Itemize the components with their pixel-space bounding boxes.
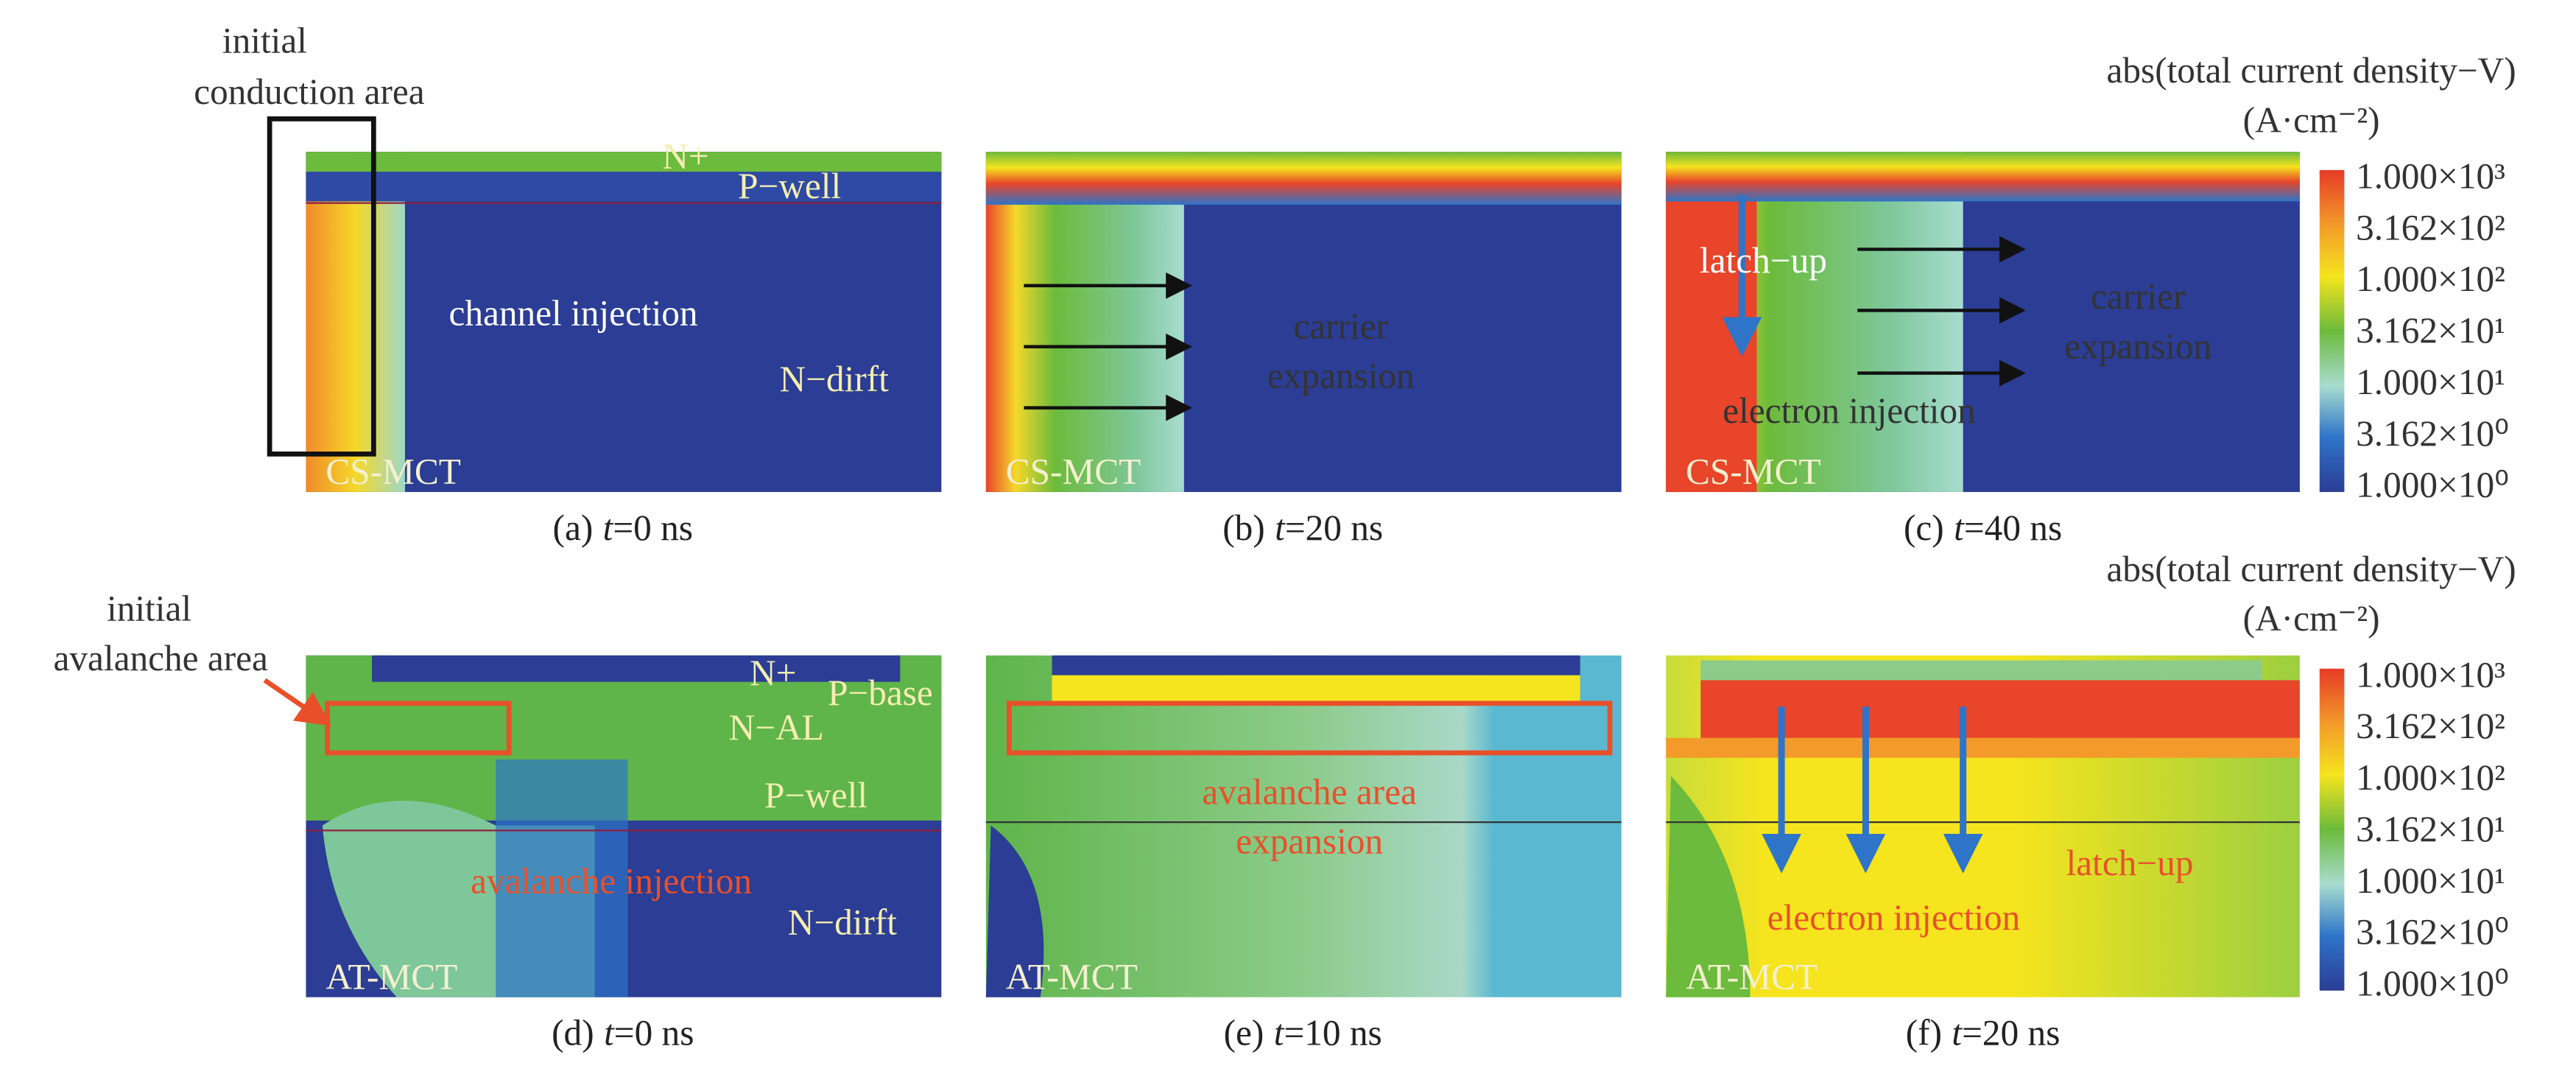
region-label: channel injection <box>448 293 697 334</box>
colorbar-tick-label: 1.000×10³ <box>2356 654 2505 695</box>
colorbar-unit: (A·cm⁻²) <box>2243 99 2380 140</box>
colorbar <box>2319 169 2345 492</box>
colorbar-tick-label: 1.000×10⁰ <box>2356 963 2509 1003</box>
region-label: N+ <box>750 653 796 693</box>
caption: (b) t=20 ns <box>1222 508 1383 548</box>
caption: (f) t=20 ns <box>1906 1013 2061 1053</box>
region-label: latch−up <box>2066 843 2194 883</box>
colorbar-tick-label: 3.162×10² <box>2356 207 2505 248</box>
caption-letter: (b) <box>1222 508 1264 548</box>
device-label: AT-MCT <box>325 957 457 997</box>
region-label: P−well <box>764 775 868 815</box>
region-label: electron injection <box>1767 897 2021 938</box>
region-label: carrier <box>2091 276 2186 317</box>
region-label: avalanche area <box>1202 772 1417 813</box>
caption-rest: =0 ns <box>613 508 693 548</box>
callout: conduction area <box>194 71 425 112</box>
region-label: N+ <box>662 136 708 177</box>
caption-letter: (e) <box>1224 1013 1264 1053</box>
caption-var: t <box>604 1013 615 1053</box>
colorbar-tick-label: 3.162×10² <box>2356 706 2505 746</box>
caption-rest: =20 ns <box>1962 1013 2060 1053</box>
caption-letter: (c) <box>1904 508 1944 548</box>
caption-rest: =20 ns <box>1285 508 1383 548</box>
caption: (e) t=10 ns <box>1224 1013 1382 1053</box>
colorbar-tick-label: 1.000×10² <box>2356 757 2505 798</box>
device-label: AT-MCT <box>1006 957 1138 997</box>
colorbar-tick-label: 1.000×10⁰ <box>2356 465 2509 505</box>
caption: (d) t=0 ns <box>552 1013 694 1053</box>
panel-d-map <box>263 655 942 997</box>
region-label: P−base <box>828 673 933 713</box>
device-label: CS-MCT <box>1006 452 1141 492</box>
colorbar-tick-label: 3.162×10¹ <box>2356 809 2505 849</box>
caption-letter: (a) <box>553 508 594 548</box>
colorbar-title: abs(total current density−V) <box>2106 50 2516 91</box>
region-label: P−well <box>738 166 841 206</box>
region-label: expansion <box>1236 821 1383 862</box>
colorbar-title: abs(total current density−V) <box>2106 549 2516 589</box>
caption-letter: (d) <box>552 1013 594 1053</box>
caption-var: t <box>603 508 614 548</box>
caption-var: t <box>1952 1013 1963 1053</box>
device-label: AT-MCT <box>1686 957 1817 997</box>
caption-var: t <box>1275 508 1286 548</box>
region-label: N−dirft <box>780 359 890 399</box>
colorbar-tick-label: 3.162×10⁰ <box>2356 413 2509 454</box>
caption: (c) t=40 ns <box>1904 508 2062 548</box>
panel-c-map <box>1666 152 2300 492</box>
colorbar-tick-label: 1.000×10² <box>2356 259 2505 299</box>
region-label: expansion <box>2064 326 2211 366</box>
colorbar <box>2319 668 2345 991</box>
panel-e-map <box>985 655 1622 997</box>
region-label: N−dirft <box>788 902 898 943</box>
caption-rest: =40 ns <box>1964 508 2062 548</box>
caption-var: t <box>1274 1013 1285 1053</box>
colorbar-tick-label: 3.162×10¹ <box>2356 310 2505 351</box>
caption-rest: =0 ns <box>614 1013 694 1053</box>
region-label: electron injection <box>1722 390 1976 431</box>
panel-b-map <box>985 152 1622 492</box>
callout: avalanche area <box>53 638 268 678</box>
region-label: carrier <box>1293 306 1388 346</box>
device-label: CS-MCT <box>325 452 461 492</box>
device-label: CS-MCT <box>1686 452 1821 492</box>
colorbar-tick-label: 1.000×10³ <box>2356 156 2505 197</box>
colorbar-tick-label: 1.000×10¹ <box>2356 860 2505 901</box>
colorbar-tick-label: 3.162×10⁰ <box>2356 912 2509 952</box>
caption: (a) t=0 ns <box>553 508 693 548</box>
region-label: N−AL <box>729 707 824 748</box>
callout: initial <box>222 21 307 61</box>
panel-a-map <box>267 116 942 492</box>
panel-f-map <box>1666 655 2300 997</box>
caption-var: t <box>1954 508 1965 548</box>
colorbar-tick-label: 1.000×10¹ <box>2356 362 2505 402</box>
colorbar-unit: (A·cm⁻²) <box>2243 598 2380 639</box>
region-label: latch−up <box>1700 240 1827 281</box>
callout: initial <box>107 589 191 629</box>
caption-letter: (f) <box>1906 1013 1942 1053</box>
region-label: avalanche injection <box>471 861 752 902</box>
caption-rest: =10 ns <box>1284 1013 1382 1053</box>
region-label: expansion <box>1267 356 1415 396</box>
